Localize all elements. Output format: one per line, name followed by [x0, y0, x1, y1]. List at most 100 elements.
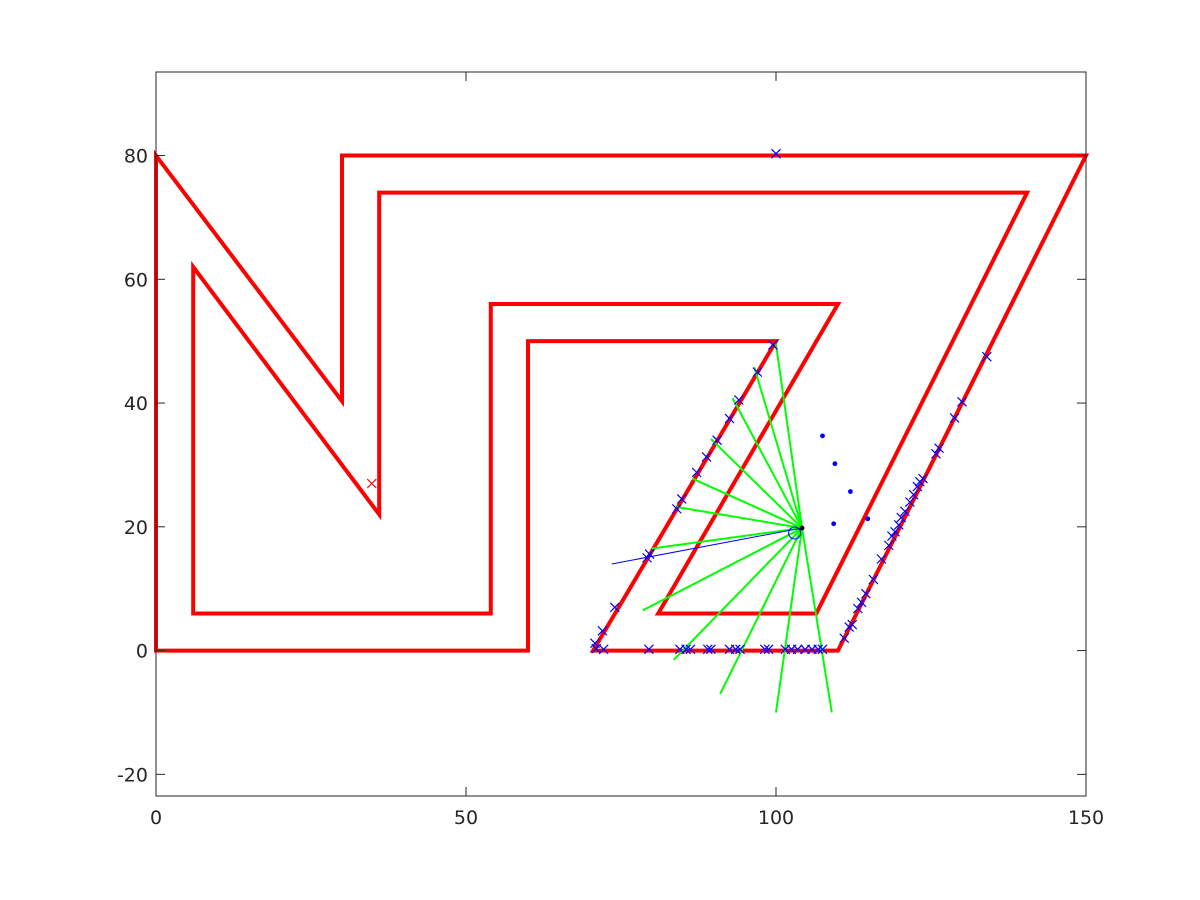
scan-hit-marker-stroke: [733, 395, 744, 405]
scan-hit-marker: [860, 588, 871, 599]
x-tick-label: 0: [150, 807, 162, 829]
sensor-ray: [775, 527, 804, 713]
scan-hit-marker: [876, 554, 887, 564]
x-tick-label: 50: [454, 807, 478, 829]
scan-hit-marker: [817, 644, 828, 655]
sensor-ray: [676, 506, 803, 530]
sensor-rays: [642, 344, 833, 713]
scan-hit-marker: [763, 644, 774, 655]
sensor-ray: [719, 527, 803, 695]
scan-hit-marker: [752, 367, 763, 378]
scan-hit-marker-stroke: [890, 526, 900, 537]
scan-hit-marker-stroke: [691, 467, 702, 478]
scan-hit-marker-stroke: [590, 638, 600, 649]
scan-hit-marker: [904, 497, 915, 507]
scan-hit-marker-stroke: [912, 481, 923, 492]
robot-marker: [788, 526, 802, 540]
scan-hit-marker: [883, 540, 894, 551]
scan-hit-marker: [597, 625, 608, 636]
sensor-ray: [642, 527, 803, 612]
scan-hit-marker: [847, 619, 858, 630]
scan-hit-marker: [931, 448, 941, 459]
scan-hit-marker-stroke: [852, 603, 863, 614]
scan-hit-marker: [957, 396, 967, 407]
scan-hit-marker-stroke: [671, 503, 682, 514]
scan-hit-marker: [908, 489, 919, 500]
scan-hit-marker: [609, 602, 620, 613]
scan-hit-marker: [893, 520, 904, 530]
scan-hit-marker: [724, 413, 735, 424]
scan-hit-marker: [705, 644, 716, 655]
scan-hit-marker: [691, 467, 702, 478]
scan-hit-marker-stroke: [887, 531, 897, 542]
scan-hit-marker: [839, 633, 850, 644]
scan-hit-marker: [868, 574, 879, 585]
scan-hit-marker: [735, 644, 745, 655]
wall-line: [154, 149, 1090, 653]
x-tick-label: 100: [758, 807, 794, 829]
scan-hit-marker-stroke: [934, 443, 944, 454]
scan-hit-marker-stroke: [856, 597, 867, 608]
scan-hit-marker-stroke: [896, 512, 907, 523]
scan-hit-marker-stroke: [860, 588, 871, 599]
scan-hit-marker-stroke: [598, 644, 609, 655]
scan-hit-marker-stroke: [701, 451, 712, 462]
scan-hit-marker: [900, 506, 910, 517]
scan-hit-marker: [792, 644, 803, 655]
y-tick-label: 60: [124, 269, 148, 291]
scan-hit-marker-stroke: [847, 619, 858, 630]
scan-hit-marker: [702, 644, 713, 655]
scan-hit-marker: [767, 339, 778, 350]
path-dots: [820, 433, 871, 527]
sensor-ray: [731, 397, 803, 529]
scan-hit-marker: [934, 443, 944, 454]
scan-hit-marker-stroke: [735, 644, 745, 655]
scan-hit-marker: [759, 644, 770, 655]
scan-hit-marker: [730, 644, 741, 655]
scan-hit-marker: [896, 512, 907, 523]
scan-hit-marker-stroke: [712, 435, 723, 446]
robot-center-dot: [799, 525, 805, 531]
scan-hit-marker: [643, 644, 654, 655]
y-tick-label: 40: [124, 393, 148, 415]
data-layer: [154, 148, 1090, 713]
sensor-ray: [651, 527, 803, 550]
scan-hit-marker-stroke: [904, 497, 915, 507]
y-tick-label: 80: [124, 146, 148, 168]
scan-hit-marker-stroke: [763, 644, 774, 655]
scan-hit-marker-stroke: [817, 644, 828, 655]
scan-hit-marker: [890, 526, 900, 537]
sensor-ray: [775, 344, 804, 529]
scan-hit-marker-stroke: [918, 473, 928, 484]
y-tick-label: -20: [117, 764, 148, 786]
scan-hit-marker-stroke: [676, 494, 687, 504]
scan-hit-marker: [598, 644, 609, 655]
scan-hit-marker: [887, 531, 897, 542]
scan-hit-marker-stroke: [957, 396, 967, 407]
scan-hit-marker-stroke: [908, 489, 919, 500]
path-dot: [831, 521, 837, 527]
scan-hit-marker: [701, 451, 712, 462]
scan-hit-marker: [912, 481, 923, 492]
scan-hit-marker-stroke: [705, 644, 716, 655]
scan-hit-marker-stroke: [893, 520, 904, 530]
scan-hit-marker: [685, 644, 696, 655]
scan-hit-marker-stroke: [681, 644, 692, 655]
scan-hit-marker-stroke: [839, 633, 850, 644]
scan-hit-marker-stroke: [685, 644, 696, 655]
scan-hit-marker: [712, 435, 723, 446]
x-tick-label: 150: [1068, 807, 1104, 829]
scan-hit-marker: [676, 494, 687, 504]
scan-hit-marker: [813, 644, 824, 655]
scan-hit-marker-stroke: [609, 602, 620, 613]
scan-hit-marker: [918, 473, 928, 484]
scan-hit-marker: [681, 644, 692, 655]
scan-hit-marker-stroke: [900, 506, 910, 517]
target-marker: [366, 478, 377, 489]
scan-hit-marker-stroke: [931, 448, 941, 459]
scan-hit-marker-stroke: [868, 574, 879, 585]
scan-hit-marker: [852, 603, 863, 614]
y-tick-label: 0: [136, 641, 148, 663]
sensor-ray: [801, 527, 833, 713]
